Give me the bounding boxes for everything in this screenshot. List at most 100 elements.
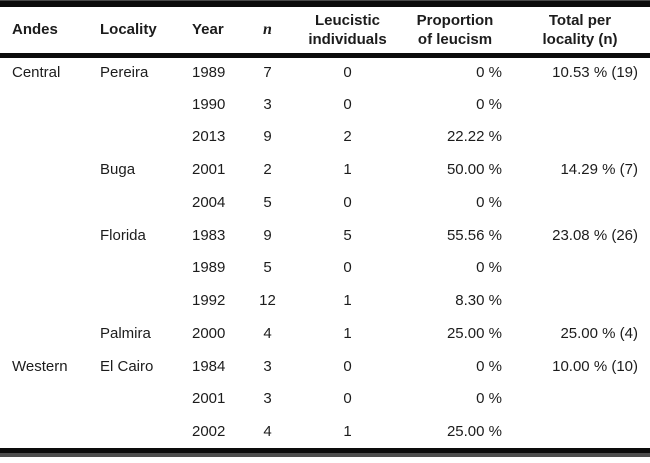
bottom-rule [0,448,650,453]
cell-locality: Buga [100,161,136,179]
cell-year: 1984 [192,357,226,375]
cell-n: 3 [263,357,272,375]
cell-leucistic: 0 [343,390,352,408]
table-row: 1992 12 1 8.30 % [0,284,650,317]
cell-locality [95,121,185,154]
cell-proportion: 0 % [476,357,502,375]
cell-n: 12 [259,292,276,310]
cell-proportion: 25.00 % [446,423,502,441]
cell-locality [95,186,185,219]
cell-leucistic: 1 [343,161,352,179]
bottom-edge [0,453,650,457]
cell-n: 3 [263,390,272,408]
table-row: 2002 4 1 25.00 % [0,415,650,448]
cell-n: 4 [263,423,272,441]
cell-proportion: 8.30 % [455,292,502,310]
cell-andes [0,88,95,121]
cell-locality: Pereira [95,52,185,88]
cell-proportion: 0 % [476,390,502,408]
cell-year: 1990 [192,95,226,113]
header-n: n [263,21,272,39]
cell-n: 9 [263,226,272,244]
table-row: Buga 2001 2 1 50.00 % 14.29 % (7) [0,153,650,186]
cell-leucistic: 1 [343,324,352,342]
cell-locality [95,415,185,448]
cell-locality [95,284,185,317]
table-row: Palmira 2000 4 1 25.00 % 25.00 % (4) [0,317,650,350]
cell-leucistic: 1 [343,292,352,310]
cell-leucistic: 0 [343,259,352,277]
table-row: 2004 5 0 0 % [0,186,650,219]
cell-proportion: 25.00 % [446,324,502,342]
cell-n: 5 [263,259,272,277]
cell-n: 5 [263,193,272,211]
cell-proportion: 55.56 % [446,226,502,244]
cell-total: 23.08 % (26) [552,226,638,244]
cell-andes [0,383,95,416]
cell-year: 2001 [192,161,226,179]
header-leucistic-individuals: Leucistic individuals [308,11,387,48]
cell-year: 1992 [192,292,226,310]
cell-proportion: 0 % [476,95,502,113]
cell-andes: Western [12,357,68,375]
cell-locality [95,383,185,416]
cell-total [510,88,650,121]
cell-proportion: 0 % [476,193,502,211]
header-total-per-locality: Total per locality (n) [542,11,618,48]
table-row: 1989 5 0 0 % [0,252,650,285]
cell-n: 2 [263,161,272,179]
table-row: Florida 1983 9 5 55.56 % 23.08 % (26) [0,219,650,252]
cell-proportion: 0 % [400,52,510,88]
cell-year: 2001 [192,390,226,408]
header-year: Year [192,21,224,39]
cell-n: 4 [263,324,272,342]
cell-locality: El Cairo [100,357,154,375]
cell-total: 10.53 % (19) [510,52,650,88]
cell-leucistic: 0 [295,52,400,88]
cell-total [510,186,650,219]
cell-andes [0,284,95,317]
cell-total [510,415,650,448]
cell-proportion: 50.00 % [446,161,502,179]
header-proportion-of-leucism: Proportion of leucism [416,11,494,48]
cell-andes [0,219,95,252]
header-row: Andes Locality Year n Leucistic individu… [0,7,650,55]
cell-leucistic: 5 [343,226,352,244]
cell-year: 2004 [192,193,226,211]
cell-total [510,121,650,154]
cell-leucistic: 0 [343,357,352,375]
cell-total: 10.00 % (10) [552,357,638,375]
cell-andes [0,186,95,219]
header-locality: Locality [100,21,157,39]
table-row: Central Pereira 1989 7 0 0 % 10.53 % (19) [0,52,650,88]
table-row: Western El Cairo 1984 3 0 0 % 10.00 % (10) [0,350,650,383]
cell-locality: Palmira [100,324,151,342]
cell-locality [95,88,185,121]
cell-andes: Central [0,52,95,88]
table-row: 1990 3 0 0 % [0,88,650,121]
table-row: 2001 3 0 0 % [0,383,650,416]
cell-n: 7 [240,52,295,88]
table-row: 2013 9 2 22.22 % [0,121,650,154]
cell-total: 25.00 % (4) [560,324,638,342]
cell-n: 9 [263,128,272,146]
cell-year: 1989 [185,52,240,88]
cell-leucistic: 0 [343,95,352,113]
cell-andes [0,252,95,285]
cell-leucistic: 1 [343,423,352,441]
header-andes: Andes [12,21,58,39]
cell-year: 1983 [192,226,226,244]
top-rule [0,0,650,7]
cell-total [510,252,650,285]
cell-andes [0,153,95,186]
cell-andes [0,121,95,154]
cell-year: 2002 [192,423,226,441]
cell-proportion: 0 % [476,259,502,277]
cell-year: 1989 [192,259,226,277]
cell-leucistic: 0 [343,193,352,211]
cell-n: 3 [263,95,272,113]
cell-leucistic: 2 [343,128,352,146]
cell-total: 14.29 % (7) [560,161,638,179]
cell-total [510,383,650,416]
